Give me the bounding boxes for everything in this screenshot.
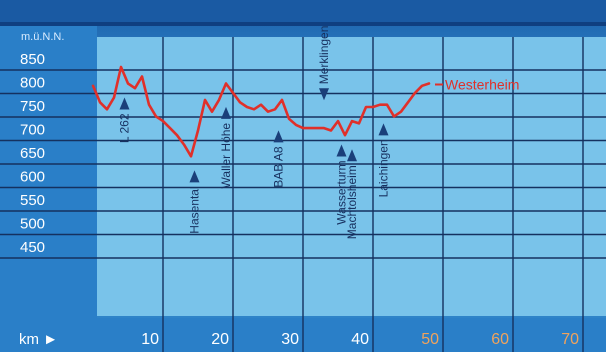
place-marker <box>221 106 231 119</box>
x-axis-title: km ► <box>19 331 58 348</box>
place-marker <box>319 88 329 101</box>
place-label: Hasental <box>188 186 202 233</box>
place-marker <box>273 130 284 143</box>
x-tick-label: 50 <box>421 331 439 348</box>
place-marker <box>336 144 347 157</box>
y-tick-label: 450 <box>20 239 45 256</box>
place-label: L 262 <box>118 113 132 143</box>
place-marker <box>119 97 130 110</box>
x-tick-label: 20 <box>211 331 229 348</box>
y-tick-label: 850 <box>20 51 45 68</box>
top-band-shadow <box>0 22 606 26</box>
place-marker <box>378 123 389 136</box>
y-tick-label: 750 <box>20 98 45 115</box>
y-tick-label: 700 <box>20 122 45 139</box>
y-tick-label: 500 <box>20 216 45 233</box>
left-panel <box>0 26 97 352</box>
y-tick-label: 800 <box>20 75 45 92</box>
elevation-line <box>91 65 431 158</box>
place-label: Wasserturm <box>335 161 349 225</box>
place-label: Merklingen <box>317 26 331 85</box>
y-axis-title: m.ü.N.N. <box>21 31 64 43</box>
place-label: Machtolsheim <box>345 165 359 239</box>
x-tick-label: 30 <box>281 331 299 348</box>
place-label: BAB A8 <box>272 146 286 188</box>
plot-area <box>97 37 606 316</box>
place-label: Westerheim <box>445 77 519 93</box>
x-tick-label: 60 <box>491 331 509 348</box>
place-label: Waller Höhe <box>219 123 233 189</box>
y-tick-label: 650 <box>20 145 45 162</box>
x-tick-label: 10 <box>141 331 159 348</box>
y-tick-label: 550 <box>20 192 45 209</box>
top-band <box>0 0 606 22</box>
place-marker <box>347 149 357 162</box>
place-marker <box>189 170 200 183</box>
y-tick-label: 600 <box>20 169 45 186</box>
x-tick-label: 70 <box>561 331 579 348</box>
x-tick-label: 40 <box>351 331 369 348</box>
place-label: Laichingen <box>377 139 391 197</box>
